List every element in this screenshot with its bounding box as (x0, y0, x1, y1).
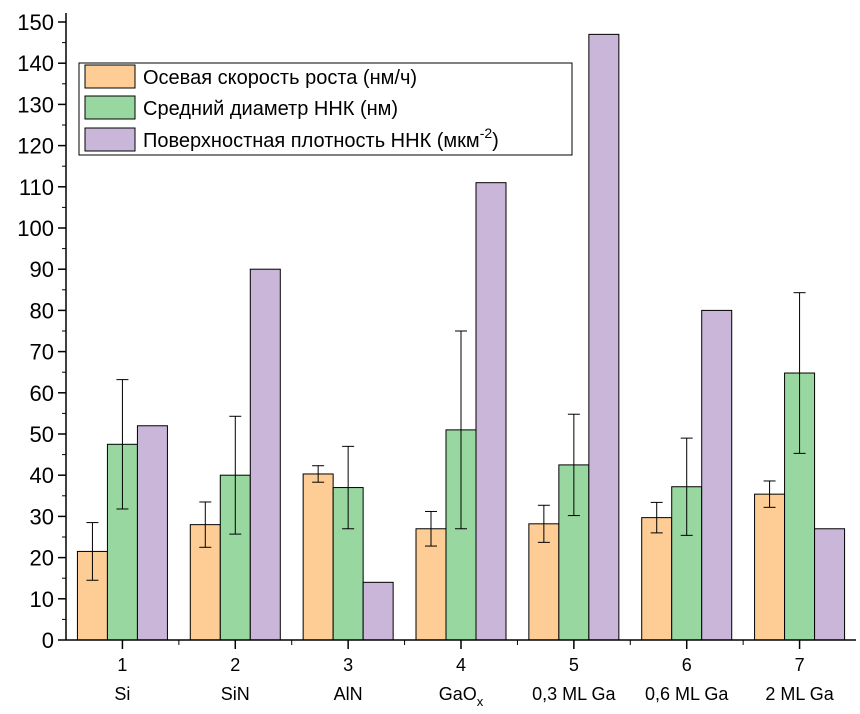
bar-s1-c7 (754, 493, 786, 641)
bar-s3-c6 (701, 309, 733, 641)
bar-s1-c4 (415, 528, 447, 641)
y-tick-label: 130 (17, 92, 54, 117)
x-tick-label-5: 0,3 ML Ga (532, 684, 616, 704)
error-bar-s2-c2 (229, 415, 242, 535)
y-tick-label: 120 (17, 134, 54, 159)
error-bar-s1-c3 (312, 465, 325, 483)
bar-s3-c3 (362, 581, 394, 641)
x-tick-label-main: AlN (334, 684, 363, 704)
bar-s1-c5 (528, 523, 560, 641)
y-tick-label: 150 (17, 10, 54, 35)
x-tick-label-main: SiN (221, 684, 250, 704)
bar-s3-c2 (249, 268, 281, 641)
bar-s1-c6 (641, 517, 673, 641)
legend-label-density-suffix: ) (492, 130, 499, 152)
legend-swatch-growth-rate (84, 64, 136, 89)
axes-layer: 0 10 20 30 40 50 60 70 80 90 100 110 120 130 140 150 1 Si… (17, 10, 856, 709)
bar-s3-c5 (588, 33, 620, 641)
x-tick-label-main: Si (114, 684, 130, 704)
error-bar-s1-c4 (425, 510, 437, 547)
error-bar-s2-c6 (680, 437, 693, 536)
x-tick-label-main: 0,6 ML Ga (645, 684, 729, 704)
y-tick-label: 10 (30, 587, 54, 612)
x-tick-number-7: 7 (795, 655, 805, 675)
x-tick-label-7: 2 ML Ga (765, 684, 834, 704)
x-tick-number-1: 1 (117, 655, 127, 675)
error-bar-s1-c5 (537, 504, 550, 543)
bar-s3-c7 (814, 528, 846, 641)
legend-label-growth-rate: Осевая скорость роста (нм/ч) (143, 67, 417, 89)
legend-label-density-sup: -2 (480, 125, 493, 141)
error-bar-s1-c1 (86, 522, 99, 581)
y-tick-label: 110 (19, 175, 54, 200)
y-tick-label: 140 (17, 51, 54, 76)
x-tick-number-6: 6 (682, 655, 692, 675)
y-tick-label: 30 (30, 504, 54, 529)
x-tick-label-sub: x (477, 694, 484, 709)
legend-label-density-main: Поверхностная плотность ННК (мкм (143, 130, 480, 152)
x-tick-label-main: 0,3 ML Ga (532, 684, 616, 704)
y-tick-label: 80 (30, 298, 54, 323)
x-tick-number-3: 3 (343, 655, 353, 675)
error-bar-s1-c7 (763, 480, 776, 508)
legend-label-density: Поверхностная плотность ННК (мкм-2) (143, 125, 499, 152)
y-tick-label: 100 (17, 216, 54, 241)
error-bar-s1-c6 (650, 501, 663, 534)
y-tick-label: 20 (30, 546, 54, 571)
bar-s3-c1 (136, 425, 168, 641)
y-tick-label: 70 (30, 340, 54, 365)
x-tick-label-main: GaO (439, 684, 477, 704)
x-tick-label-2: SiN (221, 684, 250, 704)
y-tick-label: 40 (30, 463, 54, 488)
error-bar-s2-c7 (793, 292, 806, 454)
x-tick-label-1: Si (114, 684, 130, 704)
error-bar-s2-c1 (116, 379, 129, 510)
bar-s1-c3 (302, 473, 334, 641)
error-bar-s2-c3 (342, 445, 355, 530)
x-tick-label-main: 2 ML Ga (765, 684, 834, 704)
y-tick-label: 0 (42, 628, 54, 653)
x-tick-label-4: GaOx (439, 684, 484, 709)
bar-s3-c4 (475, 182, 507, 641)
error-bar-s2-c4 (455, 330, 467, 530)
x-tick-number-2: 2 (230, 655, 240, 675)
x-tick-number-5: 5 (569, 655, 579, 675)
legend-label-diameter: Средний диаметр ННК (нм) (143, 98, 398, 120)
y-tick-label: 60 (30, 381, 54, 406)
legend-swatch-diameter (84, 95, 136, 120)
bars-layer (76, 33, 846, 641)
x-tick-label-3: AlN (334, 684, 363, 704)
legend: Осевая скорость роста (нм/ч) Средний диа… (78, 62, 573, 156)
error-bar-s2-c5 (567, 413, 580, 517)
y-tick-label: 90 (30, 257, 54, 282)
x-tick-number-4: 4 (456, 655, 466, 675)
y-tick-label: 50 (30, 422, 54, 447)
legend-swatch-density (84, 127, 136, 152)
x-tick-label-6: 0,6 ML Ga (645, 684, 729, 704)
error-bar-s1-c2 (199, 501, 212, 548)
legend-box (78, 62, 573, 156)
